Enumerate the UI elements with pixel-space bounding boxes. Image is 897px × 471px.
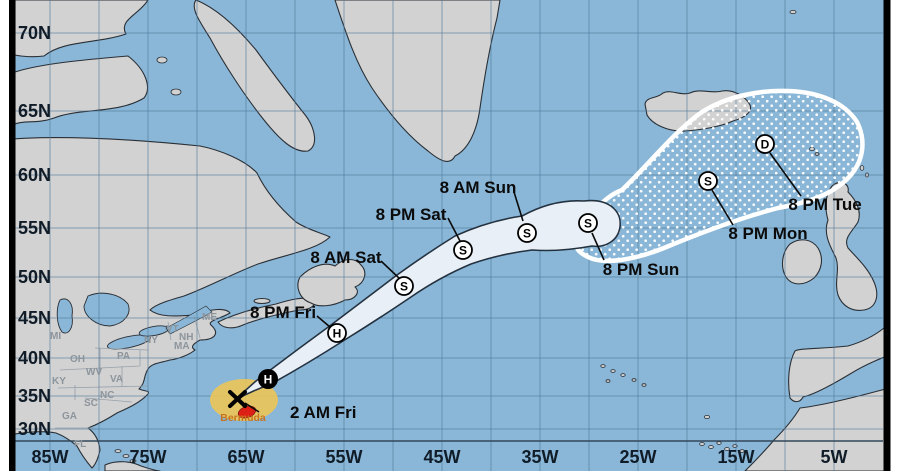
label-8pm-mon: 8 PM Mon bbox=[728, 224, 807, 243]
greenland bbox=[334, 0, 501, 162]
lat-label-65n: 65N bbox=[18, 101, 51, 121]
state-label-pa: PA bbox=[117, 351, 130, 362]
iberia bbox=[788, 295, 897, 403]
marker-letter: H bbox=[333, 327, 342, 341]
label-2am-fri: 2 AM Fri bbox=[290, 403, 356, 422]
arctic-island-south bbox=[14, 55, 148, 125]
great-britain bbox=[825, 181, 878, 311]
lon-label-55w: 55W bbox=[325, 447, 362, 467]
state-label-nh: NH bbox=[179, 332, 193, 343]
label-8pm-sun: 8 PM Sun bbox=[603, 260, 680, 279]
state-label-ky: KY bbox=[52, 376, 66, 387]
marker-letter: S bbox=[523, 227, 531, 241]
marker-h-8pm-fri bbox=[327, 323, 347, 343]
grid-horizontal bbox=[15, 32, 883, 430]
bermuda-label: Bermuda bbox=[220, 412, 266, 424]
marker-letter: S bbox=[584, 217, 592, 231]
lon-label-75w: 75W bbox=[129, 447, 166, 467]
extended-cone-stippled bbox=[574, 88, 865, 264]
baffin-island bbox=[193, 0, 316, 152]
wind-field bbox=[210, 379, 278, 421]
marker-s-8pm-mon bbox=[698, 171, 718, 191]
prince-edward-island bbox=[253, 297, 271, 305]
longitude-labels: 85W 75W 65W 55W 45W 35W 25W 15W 5W bbox=[31, 447, 847, 467]
lon-label-65w: 65W bbox=[227, 447, 264, 467]
state-label-sc: SC bbox=[84, 398, 98, 409]
state-label-mi: MI bbox=[50, 331, 61, 342]
lat-label-40n: 40N bbox=[18, 348, 51, 368]
marker-s-8am-sun bbox=[517, 223, 537, 243]
label-8pm-tue: 8 PM Tue bbox=[788, 195, 861, 214]
latitude-labels: 70N 65N 60N 55N 50N 45N 40N 35N 30N bbox=[18, 23, 51, 439]
state-label-wv: WV bbox=[86, 367, 102, 378]
lon-label-35w: 35W bbox=[521, 447, 558, 467]
state-label-nc: NC bbox=[100, 390, 114, 401]
lat-label-35n: 35N bbox=[18, 386, 51, 406]
state-label-ny: NY bbox=[144, 335, 158, 346]
north-america-mainland bbox=[0, 136, 331, 469]
lon-label-25w: 25W bbox=[619, 447, 656, 467]
state-label-me: ME bbox=[202, 312, 217, 323]
lat-label-50n: 50N bbox=[18, 267, 51, 287]
current-position-x bbox=[228, 390, 247, 408]
marker-s-8pm-sun bbox=[578, 213, 598, 233]
state-label-oh: OH bbox=[70, 354, 85, 365]
map-frame-right bbox=[883, 0, 891, 471]
map-frame-left bbox=[9, 0, 16, 471]
lat-label-55n: 55N bbox=[18, 218, 51, 238]
label-8pm-sat: 8 PM Sat bbox=[376, 205, 447, 224]
marker-letter: S bbox=[459, 244, 467, 258]
label-8am-sat: 8 AM Sat bbox=[310, 248, 382, 267]
lat-label-45n: 45N bbox=[18, 308, 51, 328]
state-labels: MI OH KY WV VA PA NY VT NH MA ME NC SC G… bbox=[50, 312, 217, 450]
marker-letter: D bbox=[761, 138, 770, 152]
lon-label-15w: 15W bbox=[717, 447, 754, 467]
nova-scotia bbox=[217, 297, 316, 329]
state-label-ga: GA bbox=[62, 411, 77, 422]
marker-letter: S bbox=[704, 175, 712, 189]
lon-label-5w: 5W bbox=[821, 447, 848, 467]
lon-label-85w: 85W bbox=[31, 447, 68, 467]
lon-label-45w: 45W bbox=[423, 447, 460, 467]
forecast-cone bbox=[236, 199, 621, 400]
marker-d-8pm-tue bbox=[755, 134, 775, 154]
state-label-vt: VT bbox=[166, 324, 179, 335]
marker-s-8pm-sat bbox=[453, 240, 473, 260]
lat-label-30n: 30N bbox=[18, 419, 51, 439]
state-label-va: VA bbox=[110, 374, 123, 385]
arctic-island-north bbox=[14, 0, 149, 58]
page-margin-right bbox=[890, 0, 897, 471]
marker-s-8am-sat bbox=[394, 276, 414, 296]
marker-h-12h bbox=[258, 369, 278, 389]
lat-label-70n: 70N bbox=[18, 23, 51, 43]
state-label-fl: FL bbox=[74, 439, 86, 450]
label-8pm-fri: 8 PM Fri bbox=[250, 303, 316, 322]
newfoundland bbox=[297, 258, 366, 307]
marker-letter: H bbox=[264, 373, 273, 387]
track-markers: H H S S S S S D bbox=[258, 134, 775, 389]
page-margin-left bbox=[0, 0, 9, 471]
small-islands bbox=[114, 9, 870, 463]
state-label-ma: MA bbox=[174, 341, 190, 352]
label-pointers bbox=[244, 152, 802, 413]
ireland bbox=[781, 239, 823, 285]
time-labels: 2 AM Fri 8 PM Fri 8 AM Sat 8 PM Sat 8 AM… bbox=[250, 178, 862, 422]
marker-letter: S bbox=[400, 280, 408, 294]
label-8am-sun: 8 AM Sun bbox=[440, 178, 517, 197]
lat-label-60n: 60N bbox=[18, 165, 51, 185]
